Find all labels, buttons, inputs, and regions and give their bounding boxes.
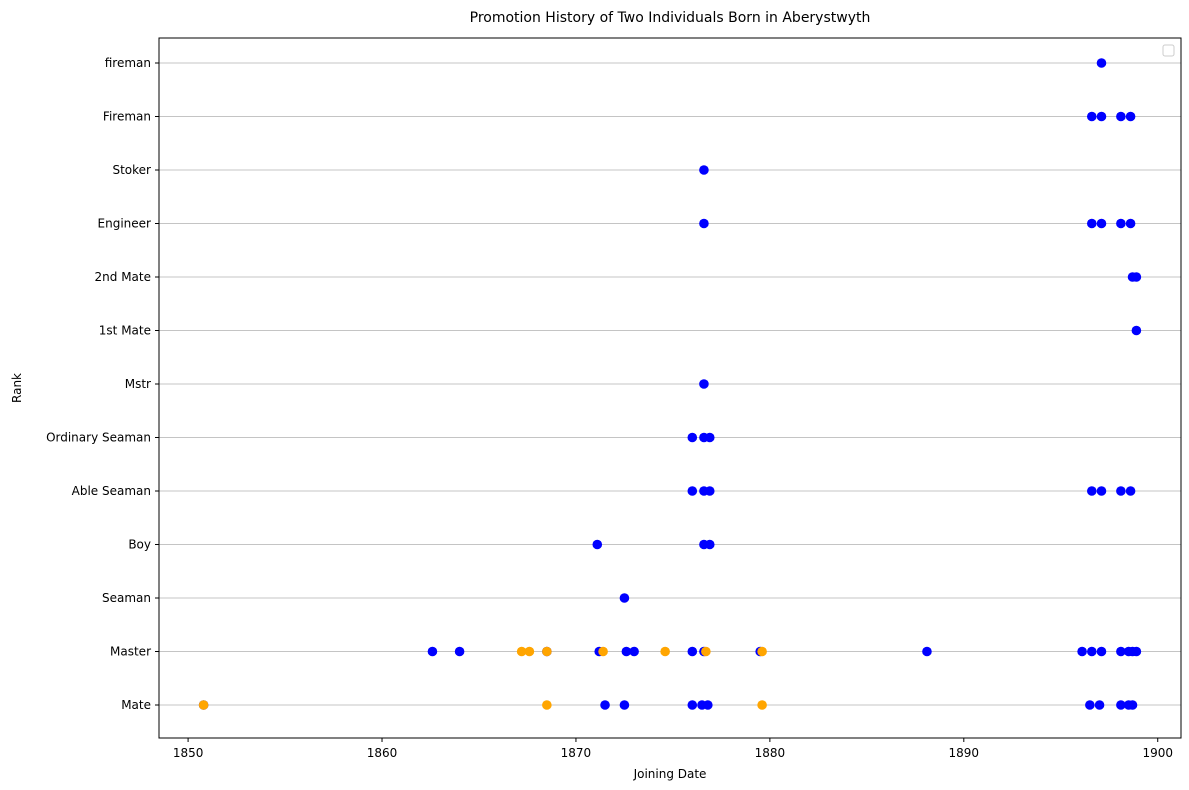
data-point-series-1 — [1125, 111, 1136, 122]
data-points — [198, 58, 1142, 710]
x-axis-title: Joining Date — [633, 767, 707, 781]
data-point-series-1 — [1085, 700, 1095, 710]
data-point-series-1 — [1127, 700, 1138, 710]
x-axis-ticks: 1850 1860 1870 1880 1890 1900 — [173, 738, 1173, 760]
y-tick-label: Mate — [121, 698, 151, 712]
data-point-series-1 — [1116, 700, 1126, 710]
x-tick-label: 1860 — [367, 746, 398, 760]
plot-frame — [158, 37, 1182, 739]
y-tick-label: Boy — [128, 538, 151, 552]
data-point-series-1 — [1125, 218, 1136, 229]
legend-box — [1162, 44, 1175, 57]
data-point-series-1 — [592, 539, 603, 550]
data-point-series-2 — [660, 646, 670, 657]
x-tick-label: 1890 — [949, 746, 980, 760]
data-point-series-2 — [757, 646, 767, 657]
y-tick-label: Fireman — [103, 110, 151, 124]
y-tick-label: fireman — [105, 56, 151, 70]
data-point-series-2 — [198, 700, 209, 710]
data-point-series-2 — [542, 646, 552, 657]
data-point-series-1 — [619, 593, 630, 603]
data-point-series-1 — [1086, 111, 1097, 122]
data-point-series-1 — [1077, 646, 1087, 657]
gridlines — [159, 62, 1181, 706]
chart-title: Promotion History of Two Individuals Bor… — [470, 10, 871, 26]
data-point-series-1 — [1096, 58, 1107, 68]
y-tick-label: 2nd Mate — [95, 270, 151, 284]
y-axis-ticks: Mate Master Seaman Boy Able Seaman Ordinary S… — [46, 56, 159, 712]
data-point-series-2 — [524, 646, 535, 657]
data-point-series-1 — [1131, 325, 1142, 336]
data-point-series-2 — [516, 646, 527, 657]
y-tick-label: Able Seaman — [72, 484, 151, 498]
data-point-series-1 — [687, 486, 698, 496]
data-point-series-1 — [704, 486, 715, 496]
data-point-series-1 — [1116, 111, 1126, 122]
data-point-series-1 — [1096, 218, 1107, 229]
data-point-series-1 — [1116, 486, 1126, 496]
data-point-series-1 — [704, 432, 715, 443]
data-point-series-1 — [1131, 272, 1142, 282]
data-point-series-1 — [687, 646, 698, 657]
y-tick-label: Ordinary Seaman — [46, 431, 151, 445]
data-point-series-2 — [701, 646, 711, 657]
x-tick-label: 1880 — [755, 746, 786, 760]
data-point-series-1 — [1096, 111, 1107, 122]
data-point-series-1 — [621, 646, 632, 657]
data-point-series-1 — [1096, 646, 1107, 657]
data-point-series-1 — [704, 539, 715, 550]
y-tick-label: Engineer — [98, 217, 152, 231]
y-tick-label: Seaman — [102, 591, 151, 605]
data-point-series-1 — [629, 646, 639, 657]
data-point-series-1 — [922, 646, 932, 657]
data-point-series-1 — [1096, 486, 1107, 496]
data-point-series-1 — [1086, 218, 1097, 229]
data-point-series-1 — [699, 165, 709, 175]
y-tick-label: Mstr — [125, 377, 151, 391]
data-point-series-1 — [699, 218, 709, 229]
data-point-series-1 — [687, 700, 698, 710]
y-tick-label: Stoker — [112, 163, 151, 177]
data-point-series-1 — [1086, 646, 1097, 657]
data-point-series-1 — [454, 646, 465, 657]
x-tick-label: 1850 — [173, 746, 204, 760]
data-point-series-1 — [1131, 646, 1142, 657]
data-point-series-1 — [1116, 646, 1126, 657]
data-point-series-1 — [703, 700, 713, 710]
x-tick-label: 1870 — [561, 746, 592, 760]
data-point-series-1 — [427, 646, 438, 657]
data-point-series-2 — [757, 700, 767, 710]
data-point-series-1 — [687, 432, 698, 443]
y-tick-label: Master — [110, 645, 151, 659]
data-point-series-1 — [1086, 486, 1097, 496]
data-point-series-1 — [619, 700, 630, 710]
data-point-series-1 — [1125, 486, 1136, 496]
data-point-series-2 — [542, 700, 552, 710]
data-point-series-1 — [600, 700, 610, 710]
y-tick-label: 1st Mate — [99, 324, 151, 338]
data-point-series-1 — [1116, 218, 1126, 229]
data-point-series-1 — [699, 379, 709, 389]
x-tick-label: 1900 — [1142, 746, 1173, 760]
data-point-series-2 — [598, 646, 608, 657]
y-axis-title: Rank — [10, 373, 24, 403]
data-point-series-1 — [1094, 700, 1105, 710]
